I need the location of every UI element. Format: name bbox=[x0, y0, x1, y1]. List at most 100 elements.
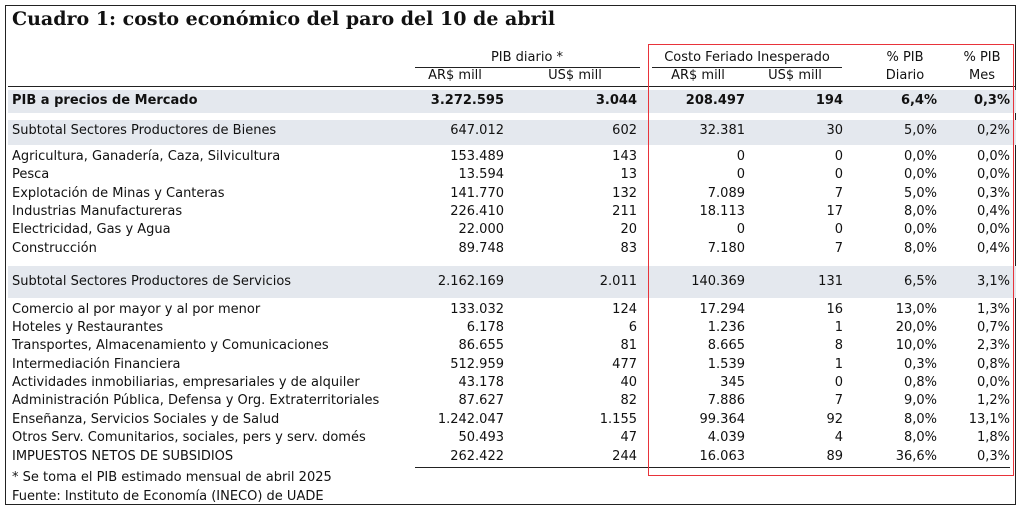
group-header: % PIB bbox=[886, 50, 924, 65]
cell: 8,0% bbox=[903, 430, 937, 445]
cell: 3.272.595 bbox=[430, 93, 504, 108]
row-label: Hoteles y Restaurantes bbox=[12, 320, 164, 335]
row-label: Subtotal Sectores Productores de Bienes bbox=[12, 123, 277, 138]
cell: 0,3% bbox=[973, 93, 1010, 108]
cell: 13,0% bbox=[895, 302, 937, 317]
cell: 36,6% bbox=[895, 449, 937, 464]
frame bbox=[5, 5, 1016, 505]
cell: 1.236 bbox=[707, 320, 745, 335]
cell: 124 bbox=[612, 302, 637, 317]
footnote: Fuente: Instituto de Economía (INECO) de… bbox=[12, 489, 324, 504]
cell: 8,0% bbox=[903, 204, 937, 219]
cell: 1.539 bbox=[707, 357, 745, 372]
cell: 89.748 bbox=[458, 241, 505, 256]
cell: 5,0% bbox=[903, 186, 937, 201]
cell: 32.381 bbox=[699, 123, 746, 138]
row-label: Actividades inmobiliarias, empresariales… bbox=[12, 375, 360, 390]
row-band bbox=[8, 266, 1016, 298]
cell: 0,3% bbox=[976, 186, 1010, 201]
row-band bbox=[8, 120, 1016, 145]
cell: 16 bbox=[826, 302, 843, 317]
group-header: % PIB bbox=[963, 50, 1001, 65]
cell: 18.113 bbox=[699, 204, 746, 219]
cell: 143 bbox=[612, 149, 637, 164]
cell: 7 bbox=[834, 393, 843, 408]
row-label: Agricultura, Ganadería, Caza, Silvicultu… bbox=[12, 149, 281, 164]
cell: 7 bbox=[834, 241, 843, 256]
cell: 8,0% bbox=[903, 412, 937, 427]
cell: 647.012 bbox=[450, 123, 504, 138]
cell: 8 bbox=[834, 338, 843, 353]
cell: 47 bbox=[620, 430, 637, 445]
cell: 30 bbox=[826, 123, 843, 138]
cell: 7 bbox=[834, 186, 843, 201]
cell: 194 bbox=[815, 93, 843, 108]
row-label: Industrias Manufactureras bbox=[12, 204, 183, 219]
cell: 0,3% bbox=[976, 449, 1010, 464]
cell: 211 bbox=[612, 204, 637, 219]
cell: 0 bbox=[736, 222, 745, 237]
cell: 6.178 bbox=[466, 320, 504, 335]
cell: 0,8% bbox=[976, 357, 1010, 372]
column-header: Mes bbox=[969, 68, 995, 83]
cell: 153.489 bbox=[450, 149, 504, 164]
cell: 1,3% bbox=[976, 302, 1010, 317]
cell: 43.178 bbox=[458, 375, 505, 390]
cell: 262.422 bbox=[450, 449, 504, 464]
group-underline bbox=[415, 67, 640, 68]
cell: 92 bbox=[826, 412, 843, 427]
cell: 1,8% bbox=[976, 430, 1010, 445]
cell: 20,0% bbox=[895, 320, 937, 335]
cell: 0,0% bbox=[903, 149, 937, 164]
cell: 345 bbox=[720, 375, 745, 390]
cell: 226.410 bbox=[450, 204, 504, 219]
cell: 8.665 bbox=[707, 338, 745, 353]
cell: 477 bbox=[612, 357, 637, 372]
footnote: * Se toma el PIB estimado mensual de abr… bbox=[12, 470, 332, 485]
cell: 141.770 bbox=[450, 186, 504, 201]
row-label: IMPUESTOS NETOS DE SUBSIDIOS bbox=[12, 449, 234, 464]
cell: 133.032 bbox=[450, 302, 504, 317]
cell: 0,0% bbox=[903, 222, 937, 237]
cell: 0 bbox=[834, 375, 843, 390]
cell: 82 bbox=[620, 393, 637, 408]
cell: 6,5% bbox=[903, 274, 937, 289]
cell: 1 bbox=[834, 320, 843, 335]
cell: 0 bbox=[736, 167, 745, 182]
cell: 1.155 bbox=[599, 412, 637, 427]
row-label: Comercio al por mayor y al por menor bbox=[12, 302, 261, 317]
cell: 8,0% bbox=[903, 241, 937, 256]
cell: 6 bbox=[628, 320, 637, 335]
cell: 10,0% bbox=[895, 338, 937, 353]
row-label: Explotación de Minas y Canteras bbox=[12, 186, 225, 201]
cell: 1 bbox=[834, 357, 843, 372]
cell: 0 bbox=[834, 149, 843, 164]
cell: 40 bbox=[620, 375, 637, 390]
cell: 6,4% bbox=[900, 93, 937, 108]
row-label: Construcción bbox=[12, 241, 97, 256]
cell: 13,1% bbox=[968, 412, 1010, 427]
row-label: Transportes, Almacenamiento y Comunicaci… bbox=[12, 338, 329, 353]
cell: 13.594 bbox=[458, 167, 505, 182]
cell: 0,2% bbox=[976, 123, 1010, 138]
row-label: Administración Pública, Defensa y Org. E… bbox=[12, 393, 380, 408]
cell: 83 bbox=[620, 241, 637, 256]
column-header: AR$ mill bbox=[671, 68, 725, 83]
cell: 7.089 bbox=[707, 186, 745, 201]
cell: 0 bbox=[834, 222, 843, 237]
cell: 3.044 bbox=[595, 93, 637, 108]
cell: 0,0% bbox=[976, 149, 1010, 164]
row-band bbox=[8, 90, 1016, 113]
cell: 13 bbox=[620, 167, 637, 182]
row-label: Pesca bbox=[12, 167, 50, 182]
cell: 20 bbox=[620, 222, 637, 237]
cell: 99.364 bbox=[699, 412, 746, 427]
header-rule bbox=[8, 86, 1016, 87]
cell: 0,0% bbox=[976, 375, 1010, 390]
cell: 2.162.169 bbox=[437, 274, 504, 289]
row-label: Enseñanza, Servicios Sociales y de Salud bbox=[12, 412, 280, 427]
column-header: Diario bbox=[885, 68, 925, 83]
cell: 16.063 bbox=[699, 449, 746, 464]
cell: 9,0% bbox=[903, 393, 937, 408]
column-header: US$ mill bbox=[768, 68, 822, 83]
